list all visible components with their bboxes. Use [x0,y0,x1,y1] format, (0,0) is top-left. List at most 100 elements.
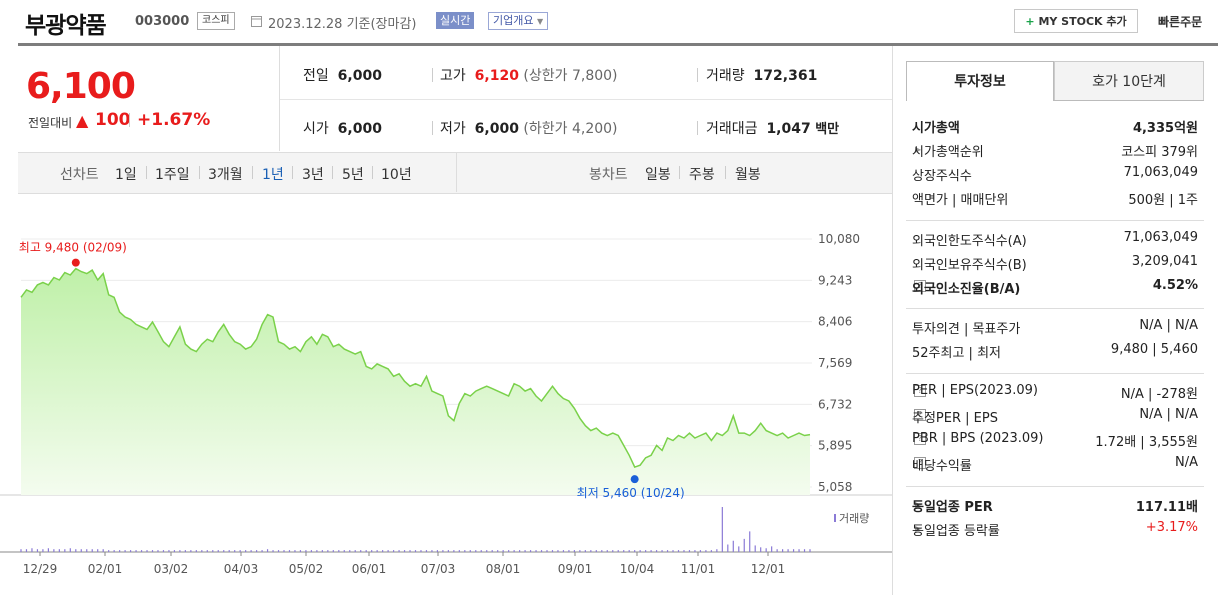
volume-bar [360,550,362,552]
low-marker [630,475,639,484]
volume-bar [513,550,515,552]
volume-bar [661,550,663,552]
help-icon[interactable]: ? [914,279,926,292]
invest-row-value: 9,480 | 5,460 [1110,342,1198,357]
volume-bar [666,550,669,552]
volume-bar [447,550,449,552]
invest-row-label: 투자의견 | 목표주가 [912,322,1021,337]
volume-bar [694,550,696,552]
volume-bar [442,550,444,552]
toolbar-divider [679,166,680,179]
caret-right-icon: ▶ [915,524,922,533]
volume-bar [749,531,751,552]
candle-weekly[interactable]: 주봉 [689,167,715,183]
volume-bar [146,550,148,552]
invest-row[interactable]: 동일업종 등락률 ▶ +3.17% [912,520,1198,542]
invest-row: 액면가 | 매매단위 500원 | 1주 [912,189,1198,211]
x-tick-label: 09/01 [558,562,593,576]
invest-row[interactable]: 추정PER | EPS? N/A | N/A [912,407,1198,429]
period-10y[interactable]: 10년 [381,167,412,183]
invest-row[interactable]: 배당수익률? N/A [912,455,1198,477]
invest-section-divider [906,308,1204,309]
volume-bar [798,549,800,552]
candle-monthly[interactable]: 월봉 [735,167,761,183]
base-date: 2023.12.28 기준(장마감) [268,17,417,32]
volume-bar [738,546,740,552]
invest-row[interactable]: 외국인소진율(B/A)? 4.52% [912,278,1198,300]
period-1w[interactable]: 1주일 [155,167,190,183]
add-mystock-label: MY STOCK 추가 [1038,15,1127,28]
help-icon[interactable]: ? [914,456,926,469]
stats-separator [697,68,698,82]
candle-daily[interactable]: 일봉 [645,167,671,183]
candle-chart-label: 봉차트 [589,167,628,183]
caret-right-icon: ▶ [915,145,922,154]
period-3m[interactable]: 3개월 [208,167,243,183]
invest-row: 52주최고 | 최저 9,480 | 5,460 [912,342,1198,364]
company-info-button[interactable]: 기업개요 ▼ [488,12,549,30]
invest-row[interactable]: PER | EPS(2023.09)? N/A | -278원 [912,383,1198,405]
invest-row-label: 액면가 | 매매단위 [912,193,1009,208]
volume-legend: 거래량 [839,512,869,525]
volume-bar [672,550,674,552]
volume-bar [639,550,641,552]
invest-row-value: N/A | -278원 [1120,387,1198,402]
volume-bar [612,550,614,552]
invest-row-value: +3.17% [1145,520,1198,535]
invest-row[interactable]: 시가총액순위 ▶ 코스피 379위 [912,141,1198,163]
invest-row-label: 상장주식수 [912,169,972,184]
change-value: 100 [95,110,131,130]
invest-row-value: 1.72배 | 3,555원 [1095,435,1198,450]
prev-close: 전일 6,000 [303,68,382,84]
add-mystock-button[interactable]: + MY STOCK 추가 [1014,9,1138,33]
help-icon[interactable]: ? [914,384,926,397]
volume-bar [727,544,729,552]
invest-row-label: 배당수익률 [912,459,972,474]
volume-bar [540,550,543,552]
volume-bar [365,550,367,552]
volume-bar [294,550,296,552]
quick-order-link[interactable]: 빠른주문 [1158,15,1203,29]
y-tick-label: 5,058 [818,480,852,494]
volume-bar [371,550,373,552]
help-icon[interactable]: ? [914,432,926,445]
volume-bar [195,550,197,552]
y-tick-label: 8,406 [818,315,852,329]
invest-row[interactable]: PBR | BPS (2023.09)? 1.72배 | 3,555원 [912,431,1198,453]
invest-row[interactable]: 동일업종 PER ▶ 117.11배 [912,496,1198,518]
volume-bar [108,550,110,552]
price-chart[interactable]: 10,080 9,243 8,406 7,569 6,732 5,895 5,058 12/… [0,192,892,595]
volume-bar [628,550,630,552]
invest-row-value: 117.11배 [1135,500,1198,515]
invest-row-label: 시가총액 [912,121,960,136]
help-icon[interactable]: ? [914,408,926,421]
tab-orderbook[interactable]: 호가 10단계 [1054,61,1204,101]
realtime-badge[interactable]: 실시간 [436,12,475,29]
current-price: 6,100 [26,66,136,107]
volume-bar [732,540,734,552]
volume-bar [321,550,323,552]
period-3y[interactable]: 3년 [302,167,324,183]
invest-row-label: 52주최고 | 최저 [912,346,1001,361]
volume-bar [261,550,263,552]
invest-row-label: 동일업종 PER [912,500,993,515]
volume-bar [562,550,565,552]
period-1d[interactable]: 1일 [115,167,137,183]
volume-bar [69,548,71,552]
invest-row-value: 500원 | 1주 [1128,193,1198,208]
tab-invest-info[interactable]: 투자정보 [906,61,1054,101]
volume-bar [217,550,219,552]
volume-bar [508,550,510,552]
invest-row-value: 71,063,049 [1123,165,1198,180]
volume-bar [245,550,247,552]
volume-bar [809,549,811,552]
volume-bar [305,550,307,552]
invest-row: 상장주식수 71,063,049 [912,165,1198,187]
chevron-down-icon: ▼ [536,17,544,26]
volume-bar [579,550,581,552]
period-1y[interactable]: 1년 [262,167,284,183]
volume-bar [771,546,773,552]
toolbar-divider [725,166,726,179]
toolbar-section-divider [456,152,457,192]
period-5y[interactable]: 5년 [342,167,364,183]
